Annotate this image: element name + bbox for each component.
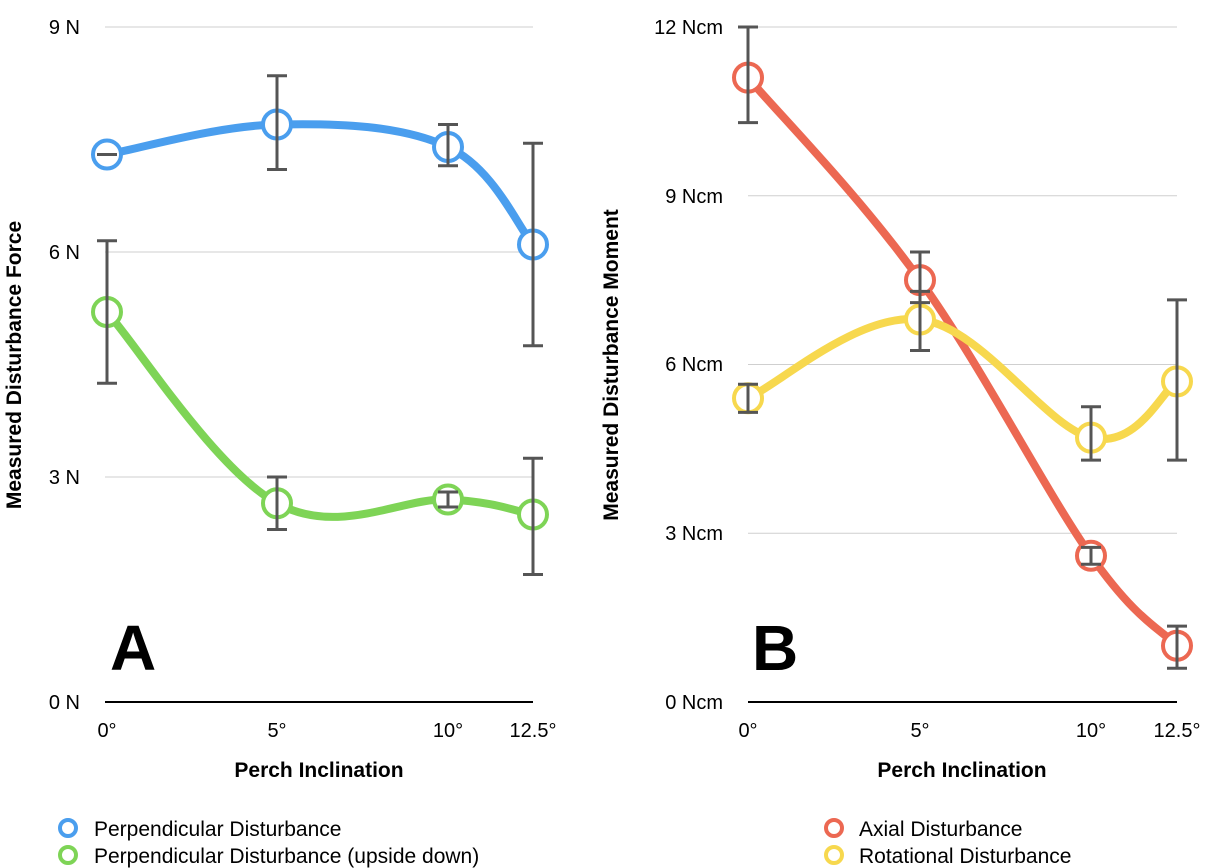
panel-b-y-tick-label: 3 Ncm	[665, 523, 723, 545]
error-bar	[910, 289, 930, 352]
legend-item: Perpendicular Disturbance	[58, 818, 341, 841]
panel-a-x-tick-label: 5°	[267, 720, 286, 742]
panel-b-y-tick-label: 12 Ncm	[654, 17, 723, 39]
panel-b-x-tick-labels: 0° 5° 10° 12.5°	[738, 720, 1200, 742]
panel-a-y-tick-label: 9 N	[49, 17, 80, 39]
panel-b-x-tick-label: 10°	[1076, 720, 1106, 742]
error-bar	[97, 239, 117, 385]
error-bar	[1167, 624, 1187, 670]
panel-b-x-tick-label: 0°	[738, 720, 757, 742]
panel-a-y-tick-labels: 0 N 3 N 6 N 9 N	[49, 17, 80, 714]
panel-b-gridlines	[748, 26, 1177, 534]
panel-b-x-tick-label: 5°	[910, 720, 929, 742]
panel-a-x-tick-labels: 0° 5° 10° 12.5°	[97, 720, 556, 742]
panel-a-y-axis-title: Measured Disturbance Force	[3, 221, 26, 509]
panel-a-letter: A	[110, 612, 156, 684]
error-bar	[523, 141, 543, 348]
error-bar	[267, 74, 287, 171]
panel-b-y-tick-labels: 0 Ncm 3 Ncm 6 Ncm 9 Ncm 12 Ncm	[654, 17, 723, 714]
error-bar	[438, 490, 458, 509]
panel-a-x-tick-label: 12.5°	[510, 720, 557, 742]
legend-item: Rotational Disturbance	[824, 845, 1071, 868]
panel-a-y-tick-label: 0 N	[49, 692, 80, 714]
legend-marker	[58, 818, 78, 838]
legend-label: Axial Disturbance	[859, 818, 1022, 841]
legend-marker	[824, 845, 844, 865]
error-bar	[1081, 405, 1101, 462]
error-bar	[438, 123, 458, 168]
legend-item: Axial Disturbance	[824, 818, 1022, 841]
error-bar	[1167, 298, 1187, 462]
legend-label: Rotational Disturbance	[859, 845, 1071, 868]
error-bar	[267, 475, 287, 531]
panel-b-x-axis-title: Perch Inclination	[877, 759, 1046, 782]
panel-a-x-tick-label: 10°	[433, 720, 463, 742]
panel-b-series-layer	[732, 25, 1193, 670]
error-bar	[738, 25, 758, 125]
panel-b-y-tick-label: 0 Ncm	[665, 692, 723, 714]
legend-marker	[824, 818, 844, 838]
legend-marker	[58, 845, 78, 865]
panel-b-y-tick-label: 9 Ncm	[665, 186, 723, 208]
error-bar	[523, 456, 543, 576]
panel-a-gridlines	[105, 26, 533, 478]
panel-a-y-tick-label: 6 N	[49, 242, 80, 264]
panel-b-letter: B	[752, 612, 798, 684]
series-line	[744, 73, 1181, 650]
panel-b-legend: Axial Disturbance Rotational Disturbance	[824, 818, 1071, 868]
legend-item: Perpendicular Disturbance (upside down)	[58, 845, 479, 868]
legend-label: Perpendicular Disturbance	[94, 818, 341, 841]
panel-a-x-tick-label: 0°	[97, 720, 116, 742]
error-bar	[738, 382, 758, 414]
series-line	[103, 308, 537, 521]
panel-a: 0 N 3 N 6 N 9 N 0° 5° 10° 12.5° Perch In…	[3, 17, 556, 782]
panel-a-series-layer	[91, 74, 549, 576]
panel-b: 0 Ncm 3 Ncm 6 Ncm 9 Ncm 12 Ncm 0° 5° 10°…	[600, 17, 1200, 782]
panel-a-y-tick-label: 3 N	[49, 467, 80, 489]
panel-b-y-tick-label: 6 Ncm	[665, 354, 723, 376]
error-bar	[1081, 545, 1101, 566]
series-line	[744, 315, 1181, 444]
panel-a-legend: Perpendicular Disturbance Perpendicular …	[58, 818, 479, 868]
panel-b-y-axis-title: Measured Disturbance Moment	[600, 209, 623, 521]
legend-label: Perpendicular Disturbance (upside down)	[94, 845, 479, 868]
panel-a-x-axis-title: Perch Inclination	[234, 759, 403, 782]
panel-b-x-tick-label: 12.5°	[1154, 720, 1201, 742]
series-line	[103, 120, 537, 249]
